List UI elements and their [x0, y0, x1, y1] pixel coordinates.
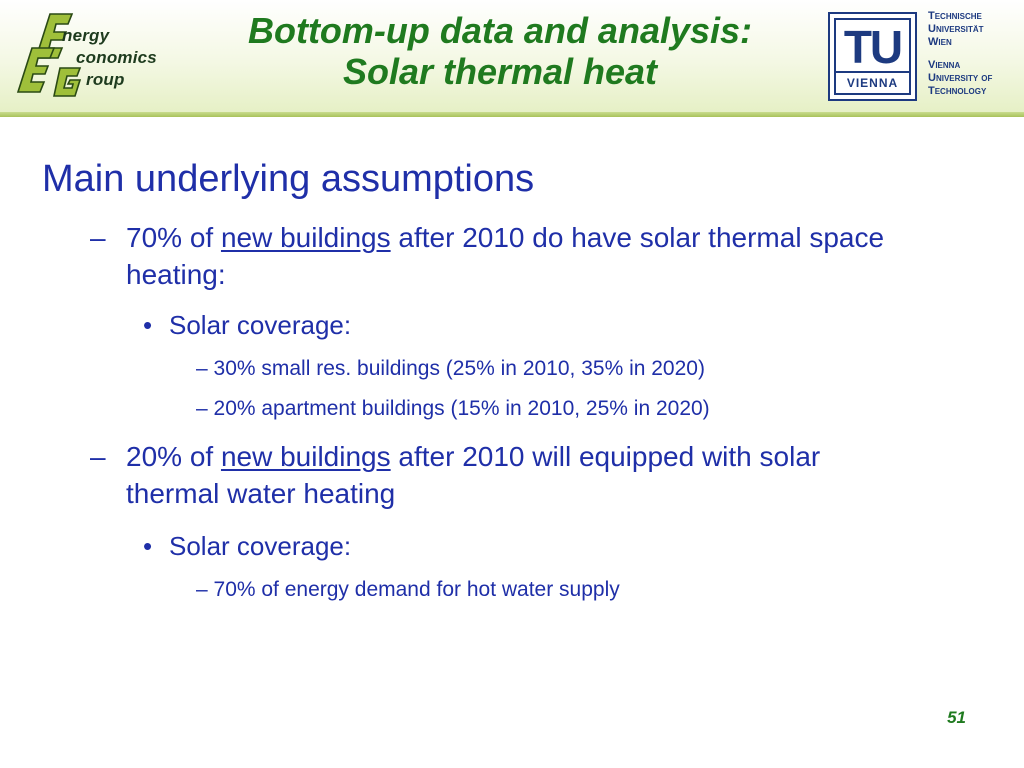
- sub-item: – 70% of energy demand for hot water sup…: [196, 578, 620, 601]
- item-prefix: 20% of: [126, 441, 221, 472]
- tu-vienna-logo: TU VIENNA: [828, 12, 917, 101]
- sub-bullet-1: • Solar coverage:: [143, 310, 351, 341]
- item-suffix: after 2010 will equipped with solar ther…: [126, 441, 821, 509]
- header-divider: [0, 112, 1024, 117]
- tu-name-line: Technische: [928, 10, 982, 22]
- tu-logo-frame: TU VIENNA: [834, 18, 911, 95]
- bullet-marker: •: [143, 531, 153, 561]
- tu-name-line: Wien: [928, 36, 952, 48]
- sub-bullet-label: Solar coverage:: [169, 310, 352, 340]
- item-prefix: 70% of: [126, 222, 221, 253]
- tu-name-line: Vienna: [928, 59, 961, 71]
- assumption-item-2: – 20% of new buildings after 2010 will e…: [90, 438, 910, 512]
- main-heading: Main underlying assumptions: [42, 158, 535, 200]
- eeg-logo-graphic: [16, 13, 82, 97]
- eeg-logo-word-1: nergy: [62, 26, 110, 45]
- page-number: 51: [947, 708, 966, 727]
- bullet-marker: •: [143, 310, 153, 340]
- sub-item: – 30% small res. buildings (25% in 2010,…: [196, 357, 705, 380]
- slide-title-line-1: Bottom-up data and analysis:: [247, 10, 753, 51]
- slide-title-line-2: Solar thermal heat: [342, 51, 658, 92]
- assumption-item-1: – 70% of new buildings after 2010 do hav…: [90, 219, 910, 293]
- tu-logo-letters: TU: [843, 21, 903, 73]
- sub-item: – 20% apartment buildings (15% in 2010, …: [196, 397, 710, 420]
- slide-title: Bottom-up data and analysis: Solar therm…: [185, 10, 815, 92]
- tu-name-line: Technology: [928, 85, 987, 97]
- eeg-logo-word-3: roup: [86, 70, 125, 89]
- underlined-term: new buildings: [220, 441, 391, 472]
- dash-marker: –: [90, 441, 106, 472]
- tu-logo-band: VIENNA: [836, 71, 909, 93]
- tu-university-name: Technische Universität Wien Vienna Unive…: [928, 10, 1024, 98]
- sub-bullet-label: Solar coverage:: [169, 531, 352, 561]
- tu-name-line: University of: [928, 72, 993, 84]
- underlined-term: new buildings: [220, 222, 391, 253]
- dash-marker: –: [90, 222, 106, 253]
- sub-bullet-2: • Solar coverage:: [143, 531, 351, 562]
- tu-name-line: Universität: [928, 23, 984, 35]
- eeg-logo-word-2: conomics: [76, 48, 157, 67]
- item-suffix: after 2010 do have solar thermal space h…: [126, 222, 885, 290]
- eeg-logo: nergy conomics roup: [10, 8, 180, 108]
